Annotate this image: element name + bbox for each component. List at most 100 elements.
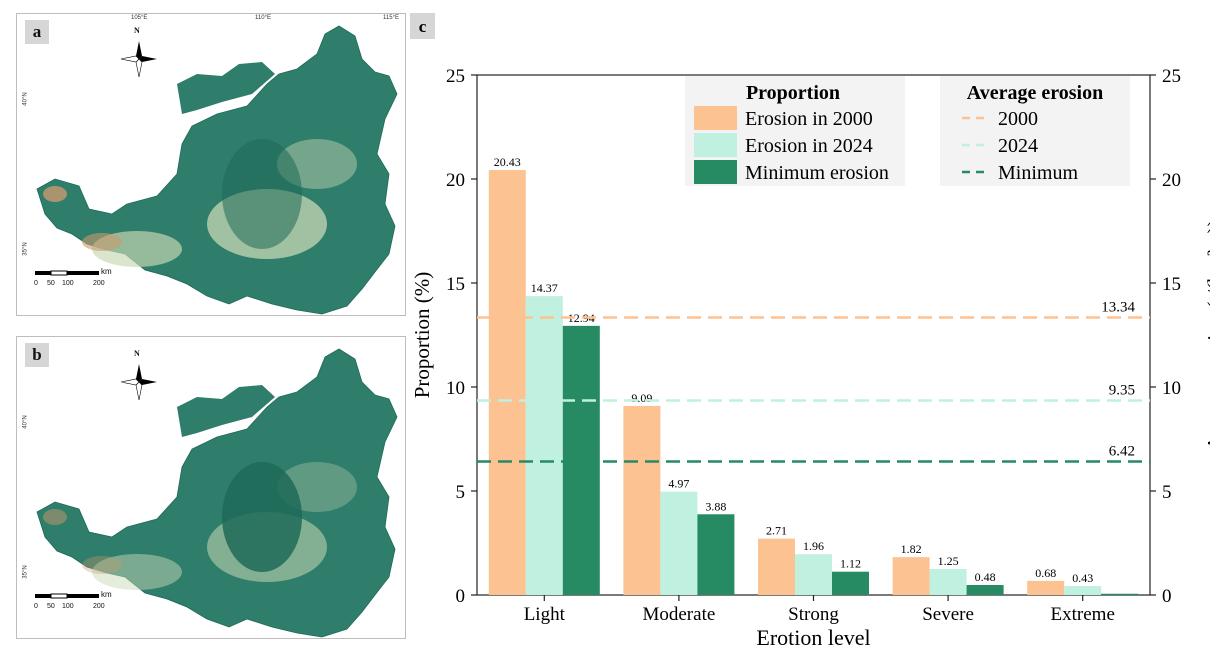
scale-unit: km xyxy=(101,590,112,599)
bar-value-label: 1.12 xyxy=(840,557,861,571)
bar xyxy=(1064,586,1102,595)
y2-tick-label: 15 xyxy=(1162,274,1181,295)
panel-c-label-box xyxy=(410,13,435,39)
northern-region xyxy=(177,62,275,114)
bar-value-label: 20.43 xyxy=(494,155,521,169)
bar xyxy=(488,170,526,595)
compass-needle xyxy=(139,379,157,385)
panel-c-label: c xyxy=(419,17,427,36)
bar-value-label: 0.43 xyxy=(1072,571,1093,585)
map-panel-a: a 105°E 110°E 115°E 40°N 35°N N km 0 50 … xyxy=(16,13,406,316)
y2-tick-label: 5 xyxy=(1162,482,1172,503)
bar-value-label: 12.94 xyxy=(568,311,595,325)
scale-bar: km 0 50 100 200 xyxy=(34,267,145,298)
average-erosion-label: 13.34 xyxy=(1101,300,1135,316)
legend-proportion-title: Proportion xyxy=(746,82,840,104)
y-tick-label: 10 xyxy=(446,378,465,399)
bar xyxy=(1027,580,1065,595)
lat-label-40: 40°N xyxy=(22,92,29,106)
lat-label-35: 35°N xyxy=(22,565,29,579)
compass-needle xyxy=(135,58,143,78)
bar xyxy=(795,554,832,595)
legend-entry: 2024 xyxy=(998,135,1038,157)
bar xyxy=(660,491,698,595)
scale-tick: 100 xyxy=(62,603,74,610)
y2-tick-label: 20 xyxy=(1162,170,1181,191)
compass-needle xyxy=(135,381,143,401)
bar xyxy=(525,296,563,595)
scale-tick: 0 xyxy=(34,280,38,287)
northern-region xyxy=(177,385,275,437)
bar-value-label: 3.88 xyxy=(705,499,726,513)
y2-tick-label: 10 xyxy=(1162,378,1181,399)
dense-vegetation-area xyxy=(222,139,302,249)
lon-label-110: 110°E xyxy=(255,15,271,21)
y-tick-label: 20 xyxy=(446,170,465,191)
y-tick-label: 5 xyxy=(456,482,466,503)
legend-swatch xyxy=(694,133,737,157)
bar-value-label: 9.09 xyxy=(631,391,652,405)
x-tick-label: Light xyxy=(524,604,566,625)
y2-tick-label: 0 xyxy=(1162,586,1172,607)
compass-needle xyxy=(139,56,157,62)
bar-value-label: 0.68 xyxy=(1035,566,1056,580)
map-a-region xyxy=(36,25,398,315)
north-label: N xyxy=(134,26,140,35)
lon-label-105: 105°E xyxy=(131,15,148,21)
scale-tick: 50 xyxy=(47,280,55,287)
y-tick-label: 0 xyxy=(456,586,466,607)
lat-label-35: 35°N xyxy=(22,242,29,256)
bar xyxy=(1101,593,1139,595)
y-tick-label: 15 xyxy=(446,274,465,295)
compass-needle xyxy=(136,41,142,59)
bar xyxy=(697,514,735,595)
scale-tick: 200 xyxy=(93,603,105,610)
compass-needle xyxy=(120,378,140,386)
bar xyxy=(966,585,1004,595)
panel-a-label: a xyxy=(25,20,49,44)
high-erosion-area xyxy=(82,556,122,574)
map-panel-b: b 40°N 35°N N km 0 50 100 200 xyxy=(16,336,406,639)
compass-icon xyxy=(120,364,157,401)
legend-entry: Erosion in 2024 xyxy=(745,135,873,157)
bar xyxy=(623,405,661,595)
low-erosion-area xyxy=(92,554,182,590)
bar-value-label: 14.37 xyxy=(531,281,558,295)
bar-value-label: 1.25 xyxy=(938,554,959,568)
bar xyxy=(758,538,795,595)
legend-entry: Minimum xyxy=(998,162,1078,184)
y-axis-title: Proportion (%) xyxy=(410,272,434,399)
legend-swatch xyxy=(694,106,737,130)
scale-tick: 50 xyxy=(47,603,55,610)
scale-unit: km xyxy=(101,267,112,276)
high-erosion-area xyxy=(43,186,67,202)
legend-entry: Erosion in 2000 xyxy=(745,108,873,130)
high-erosion-area xyxy=(82,233,122,251)
x-axis-title: Erotion level xyxy=(756,625,870,649)
average-erosion-label: 6.42 xyxy=(1109,443,1135,459)
bar xyxy=(892,557,930,595)
y2-tick-label: 25 xyxy=(1162,66,1181,87)
bar-value-label: 4.97 xyxy=(668,477,689,491)
scale-bar: km 0 50 100 200 xyxy=(34,590,145,621)
x-tick-label: Severe xyxy=(922,604,974,625)
y2-axis-title: Average erosion (t/(hm²·a)) xyxy=(1203,220,1210,451)
legend-entry: Minimum erosion xyxy=(745,162,889,184)
x-tick-label: Strong xyxy=(788,604,839,625)
bar xyxy=(832,571,869,595)
x-tick-label: Extreme xyxy=(1051,604,1115,625)
bar-value-label: 1.96 xyxy=(803,539,824,553)
legend-average-box xyxy=(940,76,1130,186)
average-erosion-label: 9.35 xyxy=(1109,383,1135,399)
y-tick-label: 25 xyxy=(446,66,465,87)
scale-tick: 0 xyxy=(34,603,38,610)
x-tick-label: Moderate xyxy=(642,604,715,625)
bar-value-label: 0.48 xyxy=(975,570,996,584)
lat-label-40: 40°N xyxy=(22,415,29,429)
scale-tick: 100 xyxy=(62,280,74,287)
legend-swatch xyxy=(694,160,737,184)
lon-label-115: 115°E xyxy=(383,15,399,21)
scale-tick: 200 xyxy=(93,280,105,287)
legend-entry: 2000 xyxy=(998,108,1038,130)
dense-vegetation-area xyxy=(222,462,302,572)
